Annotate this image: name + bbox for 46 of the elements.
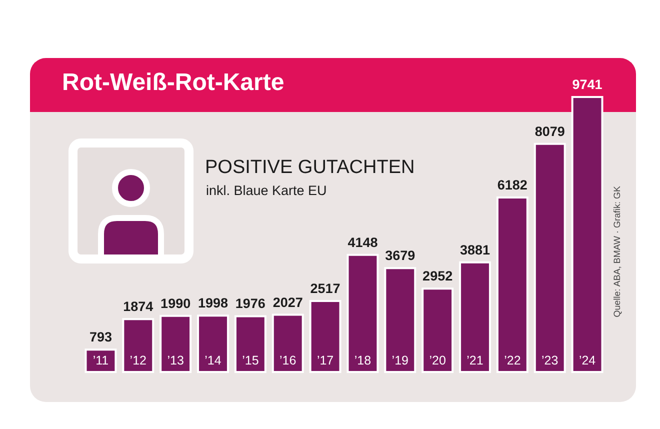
- data-label: 2952: [422, 268, 453, 284]
- bar: [571, 96, 604, 373]
- x-tick-label: ’14: [204, 354, 222, 368]
- bar: [422, 288, 454, 373]
- data-label: 8079: [534, 124, 565, 139]
- chart-title: Rot-Weiß-Rot-Karte: [62, 69, 284, 97]
- bar: [234, 315, 266, 373]
- data-label: 4148: [348, 234, 378, 250]
- x-tick-label: ’11: [92, 354, 109, 368]
- x-tick-label: ’18: [354, 354, 372, 368]
- bar: [160, 314, 192, 373]
- bar: [384, 267, 416, 373]
- x-tick-label: ’22: [504, 354, 521, 368]
- data-label: 1874: [123, 299, 154, 314]
- annotation: inkl. Blaue Karte EU: [206, 183, 327, 198]
- bar: [459, 261, 491, 373]
- data-label: 6182: [497, 177, 528, 192]
- bar: [84, 348, 117, 373]
- x-tick-label: ’19: [392, 354, 409, 368]
- x-tick-label: ’23: [542, 354, 558, 368]
- x-tick-label: ’20: [429, 354, 446, 368]
- bar: [496, 196, 528, 373]
- source-note: Quelle: ABA, BMAW · Grafik: GK: [612, 186, 622, 318]
- bar: [309, 300, 342, 373]
- x-tick-label: ’12: [130, 354, 147, 368]
- x-tick-label: ’13: [167, 354, 184, 368]
- data-label: 3679: [385, 248, 416, 264]
- x-tick-label: ’15: [242, 354, 259, 368]
- data-label: 2517: [310, 280, 340, 296]
- bar: [272, 314, 304, 373]
- data-label: 1976: [235, 296, 266, 312]
- x-tick-label: ’17: [316, 354, 334, 368]
- data-label: 793: [89, 330, 112, 345]
- data-label: 9741: [572, 77, 603, 92]
- bar: [534, 142, 566, 373]
- text: POSITIVE GUTACHTEN: [205, 157, 415, 179]
- x-tick-label: ’16: [280, 354, 296, 368]
- x-tick-label: ’24: [578, 354, 596, 368]
- data-label: 1998: [198, 296, 228, 311]
- data-label: 2027: [272, 294, 303, 310]
- data-label: 3881: [460, 242, 490, 258]
- x-tick-label: ’21: [466, 354, 484, 368]
- bar: [346, 254, 379, 373]
- bar: [197, 314, 229, 373]
- data-label: 1990: [160, 296, 191, 311]
- bar: [122, 318, 154, 373]
